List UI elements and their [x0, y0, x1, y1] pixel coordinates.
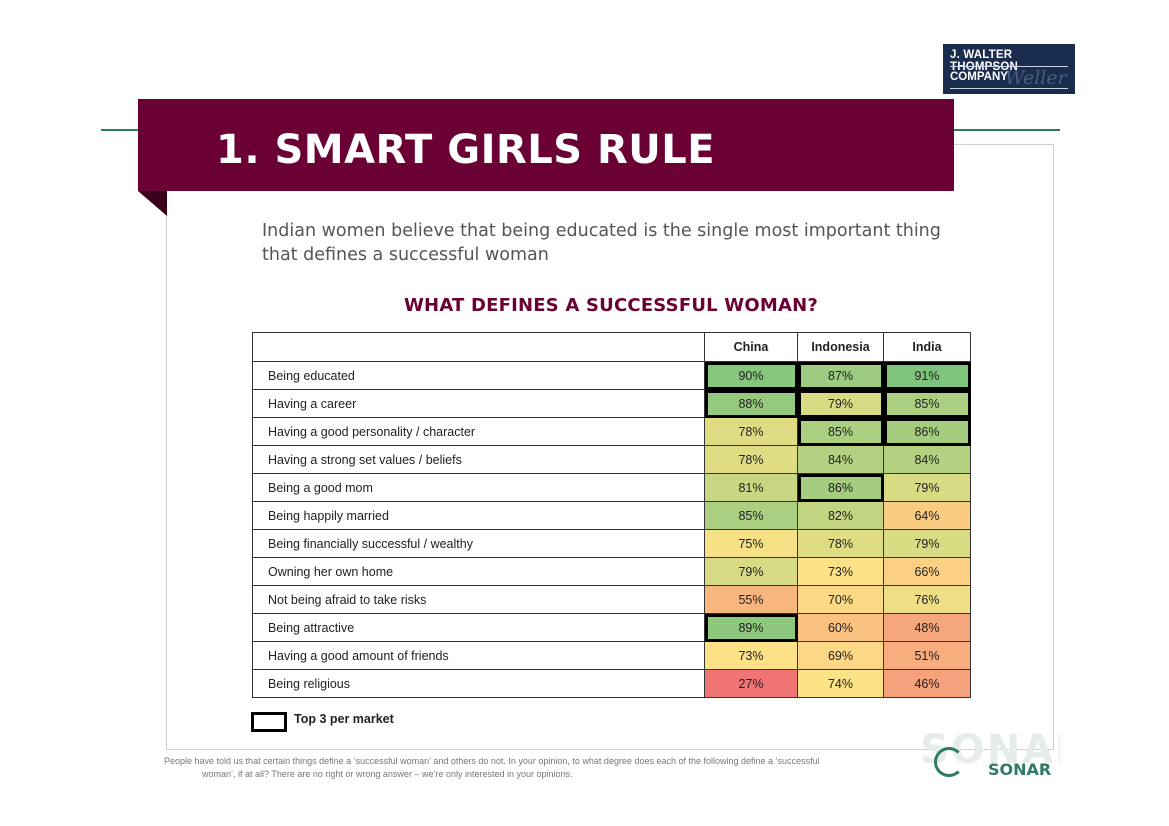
table-row: Being happily married 85% 82% 64% — [252, 501, 971, 530]
row-label: Being educated — [252, 361, 705, 390]
cell-india: 51% — [883, 641, 971, 670]
table-row: Being educated 90% 87% 91% — [252, 361, 971, 390]
cell-india: 79% — [883, 473, 971, 502]
cell-indonesia: 79% — [797, 389, 884, 418]
row-label: Being religious — [252, 669, 705, 698]
cell-india: 66% — [883, 557, 971, 586]
table-header-row: China Indonesia India — [252, 332, 971, 362]
cell-indonesia: 69% — [797, 641, 884, 670]
table-row: Having a good amount of friends 73% 69% 51% — [252, 641, 971, 670]
row-label: Owning her own home — [252, 557, 705, 586]
cell-india: 85% — [883, 389, 971, 418]
cell-china: 81% — [704, 473, 798, 502]
row-label: Having a good amount of friends — [252, 641, 705, 670]
table-body: Being educated 90% 87% 91% Having a career 88… — [252, 361, 971, 698]
table-row: Being religious 27% 74% 46% — [252, 669, 971, 698]
cell-india: 76% — [883, 585, 971, 614]
header-rule-right — [953, 129, 1060, 131]
table-row: Having a career 88% 79% 85% — [252, 389, 971, 418]
legend-label: Top 3 per market — [294, 712, 394, 726]
banner-fold — [138, 191, 167, 216]
cell-india: 64% — [883, 501, 971, 530]
footnote-line1: People have told us that certain things … — [164, 756, 820, 766]
results-table: China Indonesia India Being educated 90% 8… — [252, 332, 971, 698]
table-row: Being attractive 89% 60% 48% — [252, 613, 971, 642]
row-label: Being a good mom — [252, 473, 705, 502]
cell-indonesia: 73% — [797, 557, 884, 586]
cell-indonesia: 84% — [797, 445, 884, 474]
slide-subtitle: Indian women believe that being educated… — [262, 221, 941, 265]
logo-line1: J. WALTER THOMPSON — [950, 49, 1019, 73]
cell-china: 78% — [704, 445, 798, 474]
cell-china: 85% — [704, 501, 798, 530]
cell-india: 86% — [883, 417, 971, 446]
logo-line2: COMPANY — [950, 71, 1008, 83]
cell-indonesia: 86% — [797, 473, 884, 502]
table-row: Having a strong set values / beliefs 78% 8… — [252, 445, 971, 474]
row-label: Being attractive — [252, 613, 705, 642]
cell-india: 48% — [883, 613, 971, 642]
sonar-wordmark: SONAR — [988, 760, 1052, 779]
table-row: Being a good mom 81% 86% 79% — [252, 473, 971, 502]
footnote-line2: woman’, if at all? There are no right or… — [202, 769, 573, 779]
cell-india: 46% — [883, 669, 971, 698]
cell-indonesia: 70% — [797, 585, 884, 614]
table-row: Being financially successful / wealthy 75… — [252, 529, 971, 558]
sonar-logo: SONAR SONAR — [920, 733, 1060, 781]
cell-china: 89% — [704, 613, 798, 642]
cell-china: 78% — [704, 417, 798, 446]
survey-footnote: People have told us that certain things … — [164, 755, 916, 781]
slide-title: 1. SMART GIRLS RULE — [216, 127, 716, 173]
row-label: Not being afraid to take risks — [252, 585, 705, 614]
cell-china: 90% — [704, 361, 798, 390]
cell-china: 75% — [704, 529, 798, 558]
cell-india: 79% — [883, 529, 971, 558]
cell-china: 88% — [704, 389, 798, 418]
column-header-indonesia: Indonesia — [797, 332, 884, 362]
column-header-china: China — [704, 332, 798, 362]
cell-indonesia: 74% — [797, 669, 884, 698]
cell-india: 91% — [883, 361, 971, 390]
table-row: Having a good personality / character 78%… — [252, 417, 971, 446]
row-label: Being financially successful / wealthy — [252, 529, 705, 558]
cell-indonesia: 82% — [797, 501, 884, 530]
table-row: Not being afraid to take risks 55% 70% 76% — [252, 585, 971, 614]
logo-rule — [950, 66, 1068, 67]
cell-indonesia: 87% — [797, 361, 884, 390]
column-header-india: India — [883, 332, 971, 362]
chart-title: WHAT DEFINES A SUCCESSFUL WOMAN? — [404, 295, 818, 316]
cell-indonesia: 85% — [797, 417, 884, 446]
jwt-logo: Weller J. WALTER THOMPSON COMPANY — [943, 44, 1075, 94]
logo-rule — [950, 88, 1068, 89]
row-label: Having a good personality / character — [252, 417, 705, 446]
cell-china: 79% — [704, 557, 798, 586]
row-label: Having a strong set values / beliefs — [252, 445, 705, 474]
logo-script: Weller — [1005, 67, 1067, 89]
row-label: Being happily married — [252, 501, 705, 530]
title-banner — [138, 99, 954, 191]
top3-legend-swatch — [251, 712, 287, 732]
header-rule-left — [101, 129, 139, 131]
table-row: Owning her own home 79% 73% 66% — [252, 557, 971, 586]
header-blank — [252, 332, 705, 362]
cell-india: 84% — [883, 445, 971, 474]
sonar-wave-icon — [934, 747, 964, 777]
cell-indonesia: 60% — [797, 613, 884, 642]
cell-indonesia: 78% — [797, 529, 884, 558]
cell-china: 27% — [704, 669, 798, 698]
cell-china: 55% — [704, 585, 798, 614]
row-label: Having a career — [252, 389, 705, 418]
cell-china: 73% — [704, 641, 798, 670]
